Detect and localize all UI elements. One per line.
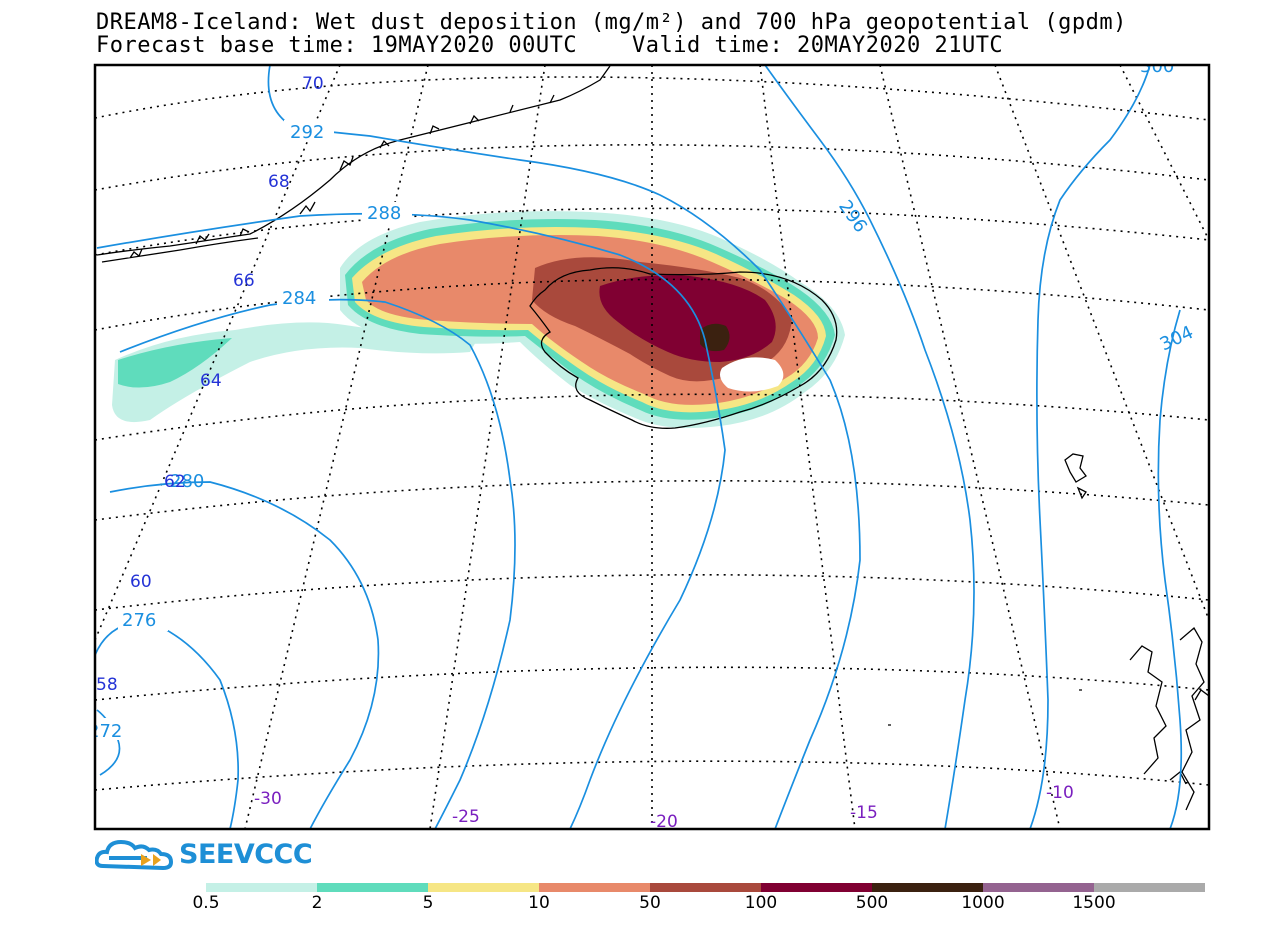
contour-label-300: 300 bbox=[1140, 56, 1174, 77]
lon-label-minus-25: -25 bbox=[452, 807, 480, 827]
colorbar-label: 500 bbox=[855, 893, 889, 913]
lat-label-64: 64 bbox=[200, 371, 222, 391]
colorbar-swatch bbox=[983, 883, 1094, 892]
colorbar-swatch bbox=[428, 883, 539, 892]
contour-labels: 292 288 284 280 276 272 296 304 300 bbox=[88, 56, 1197, 742]
lat-label-70: 70 bbox=[302, 74, 324, 94]
colorbar-label: 1500 bbox=[1072, 893, 1116, 913]
logo-text: SEEVCCC bbox=[179, 838, 313, 870]
cloud-arrow-icon bbox=[95, 839, 174, 871]
colorbar-swatch bbox=[1094, 883, 1205, 892]
colorbar-label: 100 bbox=[744, 893, 778, 913]
colorbar-label: 50 bbox=[639, 893, 661, 913]
map-subtitle-times: Forecast base time: 19MAY2020 00UTC Vali… bbox=[96, 33, 1004, 58]
colorbar-swatch bbox=[317, 883, 428, 892]
dust-deposition-field bbox=[112, 211, 845, 428]
lat-label-58: 58 bbox=[96, 675, 118, 695]
colorbar-swatch bbox=[761, 883, 872, 892]
colorbar-swatch bbox=[206, 883, 317, 892]
lat-label-66: 66 bbox=[233, 271, 255, 291]
contour-label-296: 296 bbox=[834, 196, 871, 236]
seevccc-logo: SEEVCCC bbox=[95, 836, 313, 872]
geopotential-contours bbox=[95, 65, 1183, 829]
colorbar-swatch bbox=[650, 883, 761, 892]
longitude-labels: -30 -25 -20 -15 -10 bbox=[254, 783, 1074, 832]
colorbar-label: 5 bbox=[422, 893, 434, 913]
coastlines bbox=[96, 65, 1209, 811]
map-title: DREAM8-Iceland: Wet dust deposition (mg/… bbox=[96, 10, 1127, 35]
lon-label-minus-20: -20 bbox=[650, 812, 678, 832]
latitude-labels: 70 68 66 64 62 60 58 bbox=[96, 74, 324, 695]
contour-label-284: 284 bbox=[282, 288, 316, 309]
colorbar-labels: 0.5 2 5 10 50 100 500 1000 1500 bbox=[0, 893, 1276, 915]
colorbar-swatch bbox=[539, 883, 650, 892]
colorbar-label: 2 bbox=[311, 893, 323, 913]
lat-label-68: 68 bbox=[268, 172, 290, 192]
colorbar-label: 1000 bbox=[961, 893, 1005, 913]
contour-label-280: 280 bbox=[170, 471, 204, 492]
contour-label-304: 304 bbox=[1157, 322, 1197, 356]
contour-label-292: 292 bbox=[290, 122, 324, 143]
contour-label-276: 276 bbox=[122, 610, 156, 631]
lon-label-minus-15: -15 bbox=[850, 803, 878, 823]
lat-label-60: 60 bbox=[130, 572, 152, 592]
colorbar bbox=[206, 883, 1205, 892]
lat-label-62: 62 bbox=[164, 472, 186, 492]
colorbar-swatch bbox=[872, 883, 983, 892]
colorbar-label: 0.5 bbox=[192, 893, 220, 913]
colorbar-label: 10 bbox=[528, 893, 550, 913]
contour-label-272: 272 bbox=[88, 721, 122, 742]
graticule bbox=[95, 65, 1209, 829]
map-frame bbox=[93, 63, 1211, 831]
contour-label-288: 288 bbox=[367, 203, 401, 224]
lon-label-minus-30: -30 bbox=[254, 789, 282, 809]
lon-label-minus-10: -10 bbox=[1046, 783, 1074, 803]
